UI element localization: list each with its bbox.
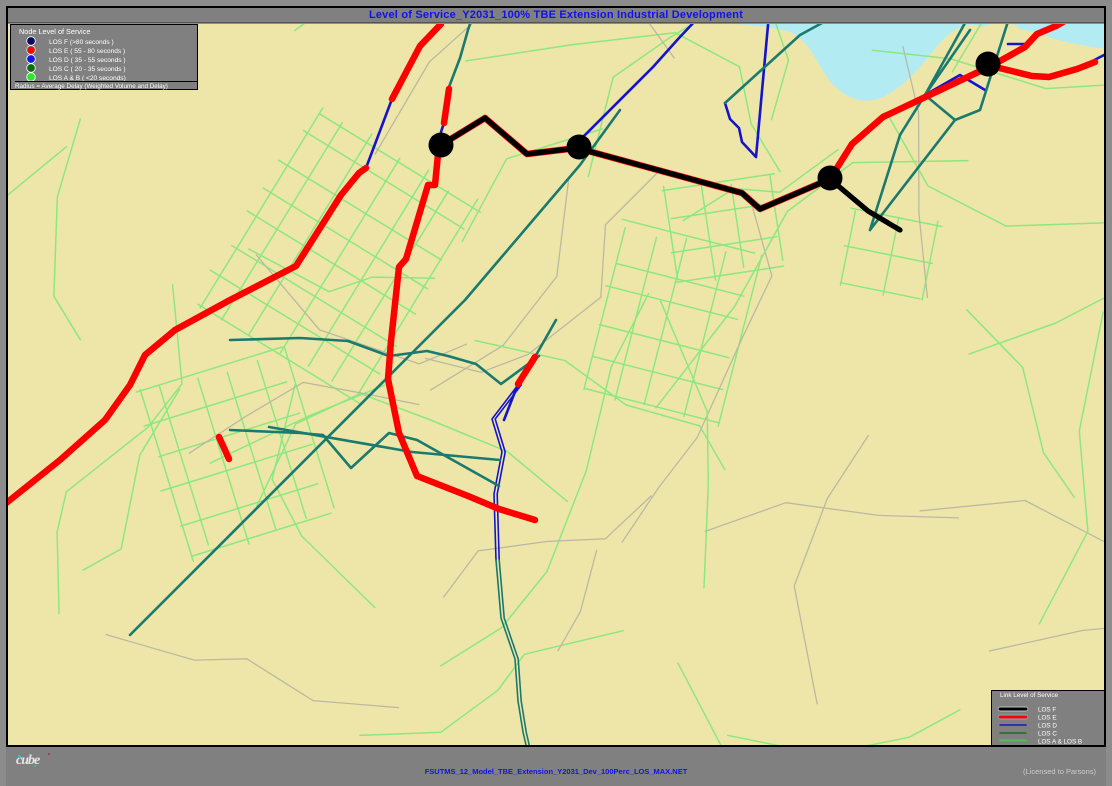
svg-text:LOS E ( 55 - 80 seconds ): LOS E ( 55 - 80 seconds ) [49,48,125,55]
svg-text:LOS A & LOS B: LOS A & LOS B [1038,739,1082,746]
svg-text:LOS C ( 20 - 35 seconds ): LOS C ( 20 - 35 seconds ) [49,66,126,73]
svg-text:LOS F (>80 seconds ): LOS F (>80 seconds ) [49,39,114,46]
svg-text:LOS D ( 35 - 55 seconds ): LOS D ( 35 - 55 seconds ) [49,57,126,64]
svg-text:LOS C: LOS C [1038,731,1057,738]
svg-text:LOS D: LOS D [1038,723,1057,730]
svg-text:LOS F: LOS F [1038,707,1056,714]
svg-text:LOS E: LOS E [1038,715,1057,722]
